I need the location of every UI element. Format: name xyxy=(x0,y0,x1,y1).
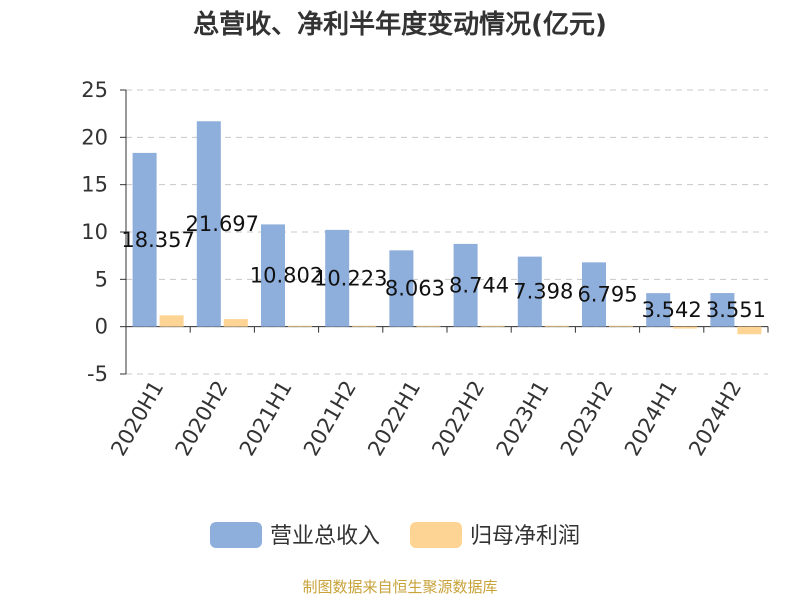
revenue-bar[interactable] xyxy=(389,250,414,327)
net-profit-bar[interactable] xyxy=(352,325,377,327)
chart-title: 总营收、净利半年度变动情况(亿元) xyxy=(193,9,607,40)
y-tick-label: -5 xyxy=(87,362,108,386)
legend-label-net-profit[interactable]: 归母净利润 xyxy=(470,524,580,549)
legend-label-revenue[interactable]: 营业总收入 xyxy=(270,524,380,549)
net-profit-bar[interactable] xyxy=(288,325,312,327)
net-profit-bar[interactable] xyxy=(737,326,762,335)
legend[interactable]: 营业总收入 归母净利润 xyxy=(210,522,580,549)
net-profit-bar[interactable] xyxy=(480,325,505,327)
revenue-bar[interactable] xyxy=(325,229,350,327)
y-tick-label: 20 xyxy=(81,125,108,149)
x-tick-label: 2023H1 xyxy=(492,377,554,461)
y-tick-label: 5 xyxy=(95,267,108,291)
net-profit-bar[interactable] xyxy=(609,325,633,327)
x-tick-label: 2020H2 xyxy=(171,377,233,461)
revenue-bar[interactable] xyxy=(261,224,285,327)
x-tick-label: 2022H1 xyxy=(363,377,425,461)
revenue-data-label: 8.063 xyxy=(385,277,445,301)
x-axis: 2020H1 2020H2 2021H1 2021H2 2022H1 2022H2 2023… xyxy=(106,326,769,461)
net-profit-bar[interactable] xyxy=(223,319,248,327)
x-tick-label: 2020H1 xyxy=(106,377,168,461)
revenue-bar[interactable] xyxy=(132,152,157,327)
revenue-data-label: 3.551 xyxy=(706,298,766,322)
x-tick-label: 2022H2 xyxy=(427,376,489,460)
net-profit-bar[interactable] xyxy=(544,325,569,327)
y-tick-label: 10 xyxy=(81,220,108,244)
net-profit-bar[interactable] xyxy=(673,326,698,329)
revenue-bar[interactable] xyxy=(710,293,735,327)
x-tick-label: 2023H2 xyxy=(556,377,618,461)
legend-swatch-revenue[interactable] xyxy=(210,522,262,548)
revenue-data-label: 3.542 xyxy=(642,298,702,322)
y-tick-label: 25 xyxy=(81,78,108,102)
x-tick-label: 2021H1 xyxy=(235,377,297,461)
revenue-bar[interactable] xyxy=(517,256,542,327)
y-axis: -5 0 5 10 15 20 25 xyxy=(81,78,127,386)
x-tick-label: 2024H1 xyxy=(620,377,682,461)
revenue-bar[interactable] xyxy=(453,243,478,327)
revenue-data-label: 10.223 xyxy=(314,266,387,290)
bars xyxy=(132,121,762,335)
revenue-data-label: 21.697 xyxy=(186,212,259,236)
y-tick-label: 0 xyxy=(95,315,108,339)
revenue-data-label: 7.398 xyxy=(513,280,573,304)
source-note: 制图数据来自恒生聚源数据库 xyxy=(302,578,497,596)
revenue-data-label: 18.357 xyxy=(121,228,194,252)
revenue-data-label: 6.795 xyxy=(577,283,637,307)
y-tick-label: 15 xyxy=(81,173,108,197)
revenue-bar[interactable] xyxy=(196,121,221,327)
legend-swatch-net-profit[interactable] xyxy=(410,522,462,548)
net-profit-bar[interactable] xyxy=(416,325,441,327)
x-tick-label: 2021H2 xyxy=(299,377,361,461)
x-tick-label: 2024H2 xyxy=(684,377,746,461)
revenue-bar[interactable] xyxy=(646,293,671,327)
revenue-data-label: 8.744 xyxy=(449,273,509,297)
revenue-data-label: 10.802 xyxy=(250,264,323,288)
revenue-bar[interactable] xyxy=(582,262,606,327)
net-profit-bar[interactable] xyxy=(159,315,184,327)
